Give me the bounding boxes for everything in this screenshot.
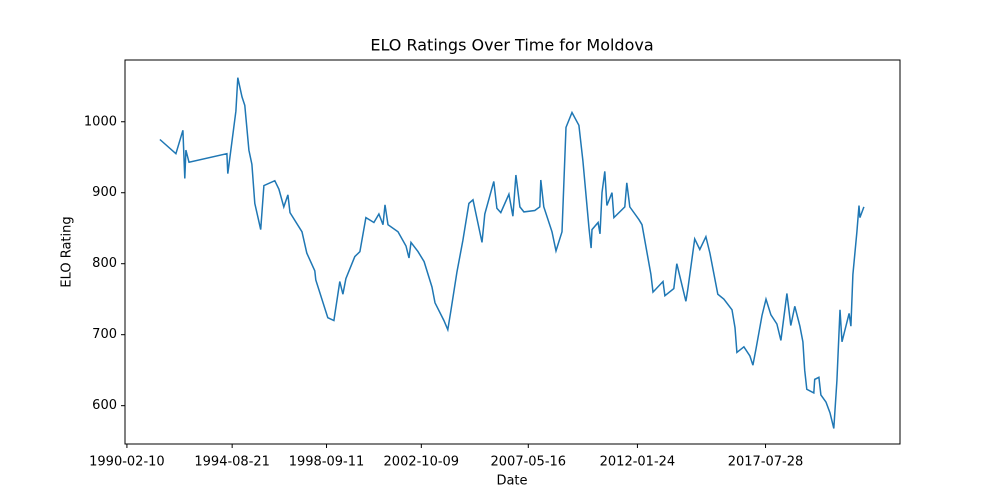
chart-title: ELO Ratings Over Time for Moldova	[370, 36, 653, 55]
line	[159, 77, 865, 429]
x-tick-label: 2002-10-09	[384, 455, 460, 470]
x-tick-label: 2007-05-16	[491, 455, 567, 470]
y-tick-label: 900	[92, 185, 117, 200]
y-tick-label: 1000	[84, 114, 117, 129]
y-axis-label: ELO Rating	[60, 216, 75, 287]
x-tick-label: 1998-09-11	[289, 455, 365, 470]
plot-frame	[124, 59, 901, 445]
x-tick-label: 2012-01-24	[600, 455, 676, 470]
y-tick-label: 800	[92, 256, 117, 271]
x-tick-label: 2017-07-28	[728, 455, 804, 470]
x-tick-label: 1990-02-10	[89, 455, 165, 470]
y-tick-label: 600	[92, 398, 117, 413]
x-axis-label: Date	[496, 474, 527, 489]
y-tick-label: 700	[92, 327, 117, 342]
x-tick-label: 1994-08-21	[194, 455, 270, 470]
